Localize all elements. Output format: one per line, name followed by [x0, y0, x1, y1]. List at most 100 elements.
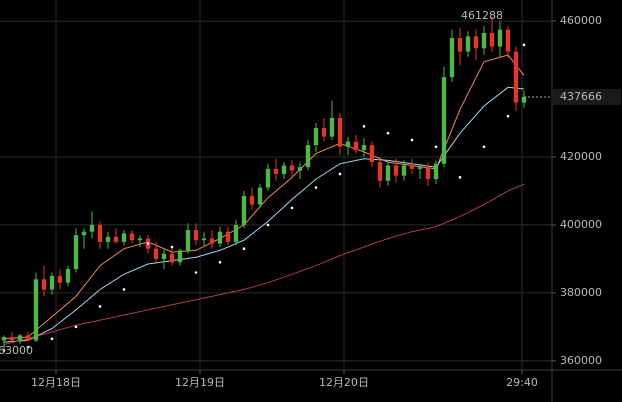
- candle-body: [57, 275, 63, 283]
- candle-body: [81, 231, 87, 236]
- sar-dot: [386, 131, 390, 135]
- candle-body: [169, 253, 175, 263]
- candle-body: [329, 117, 335, 137]
- candle-body: [297, 167, 303, 171]
- sar-dot: [290, 206, 294, 210]
- candle-body: [369, 145, 375, 163]
- sar-dot: [338, 172, 342, 176]
- candle-body: [465, 36, 471, 52]
- x-tick-label: 12月19日: [175, 376, 225, 389]
- sar-dot: [434, 145, 438, 149]
- candle-body: [225, 231, 231, 242]
- y-tick-label: 400000: [560, 218, 602, 231]
- sar-dot: [410, 138, 414, 142]
- min-annotation: 363000: [0, 344, 33, 357]
- candle-body: [449, 38, 455, 78]
- candle-body: [425, 167, 431, 180]
- candle-body: [353, 141, 359, 151]
- candle-body: [401, 165, 407, 176]
- candle-body: [457, 38, 463, 52]
- x-tick-label: 29:40: [506, 376, 538, 389]
- sar-dot: [266, 223, 270, 227]
- sar-dot: [98, 305, 102, 308]
- candle-body: [17, 335, 23, 341]
- candle-body: [89, 224, 95, 232]
- candle-body: [385, 165, 391, 181]
- sar-dot: [170, 245, 174, 249]
- candle-body: [361, 145, 367, 151]
- y-tick-label: 360000: [560, 354, 602, 367]
- candle-body: [105, 236, 111, 242]
- candle-body: [345, 141, 351, 147]
- candle-body: [41, 279, 47, 290]
- candle-body: [337, 117, 343, 147]
- candle-body: [273, 168, 279, 174]
- candle-body: [473, 36, 479, 49]
- candle-body: [281, 165, 287, 174]
- candle-body: [417, 167, 423, 169]
- candle-body: [321, 128, 327, 137]
- sar-dot: [506, 114, 510, 118]
- candle-body: [441, 77, 447, 164]
- x-tick-label: 12月18日: [31, 376, 81, 389]
- last-price-label: 437666: [560, 90, 602, 103]
- sar-dot: [146, 242, 150, 245]
- plot-area: [0, 0, 552, 370]
- candle-body: [185, 230, 191, 251]
- y-tick-label: 420000: [560, 150, 602, 163]
- candle-body: [25, 335, 31, 341]
- candle-body: [233, 224, 239, 242]
- candle-body: [161, 253, 167, 259]
- candle-body: [489, 32, 495, 47]
- sar-dot: [242, 247, 246, 251]
- candle-body: [249, 196, 255, 205]
- sar-dot: [522, 43, 526, 47]
- moving-average-line: [3, 183, 525, 345]
- y-tick-label: 380000: [560, 286, 602, 299]
- sar-dot: [458, 176, 462, 179]
- candle-body: [9, 337, 15, 341]
- candle-body: [65, 269, 71, 283]
- sar-dot: [2, 349, 6, 352]
- candle-body: [177, 250, 183, 263]
- x-tick-label: 12月20日: [319, 376, 369, 389]
- candle-body: [393, 165, 399, 176]
- candle-body: [137, 238, 143, 241]
- sar-dot: [218, 260, 222, 264]
- candle-body: [513, 51, 519, 103]
- sar-dot: [314, 186, 318, 189]
- y-tick-label: 460000: [560, 14, 602, 27]
- candle-body: [1, 337, 7, 341]
- sar-dot: [26, 345, 30, 349]
- candle-body: [289, 165, 295, 171]
- candle-body: [113, 236, 119, 242]
- candle-body: [505, 29, 511, 52]
- sar-dot: [194, 271, 198, 274]
- candle-body: [313, 128, 319, 146]
- sar-dot: [362, 125, 366, 128]
- candle-body: [33, 279, 39, 341]
- candle-body: [97, 224, 103, 242]
- sar-dot: [482, 145, 486, 149]
- sar-dot: [122, 288, 126, 291]
- candle-body: [433, 163, 439, 180]
- candle-body: [217, 231, 223, 244]
- sar-dot: [74, 325, 78, 329]
- candle-body: [521, 96, 527, 103]
- sar-dot: [50, 337, 54, 341]
- candle-body: [121, 233, 127, 242]
- candle-body: [409, 165, 415, 169]
- candle-body: [209, 238, 215, 244]
- candle-body: [257, 187, 263, 205]
- candle-body: [305, 145, 311, 168]
- candle-body: [481, 32, 487, 49]
- max-annotation: 461288: [461, 9, 503, 22]
- candle-body: [201, 238, 207, 241]
- candle-body: [265, 168, 271, 188]
- candle-body: [49, 275, 55, 290]
- candle-body: [497, 29, 503, 47]
- candle-body: [153, 248, 159, 259]
